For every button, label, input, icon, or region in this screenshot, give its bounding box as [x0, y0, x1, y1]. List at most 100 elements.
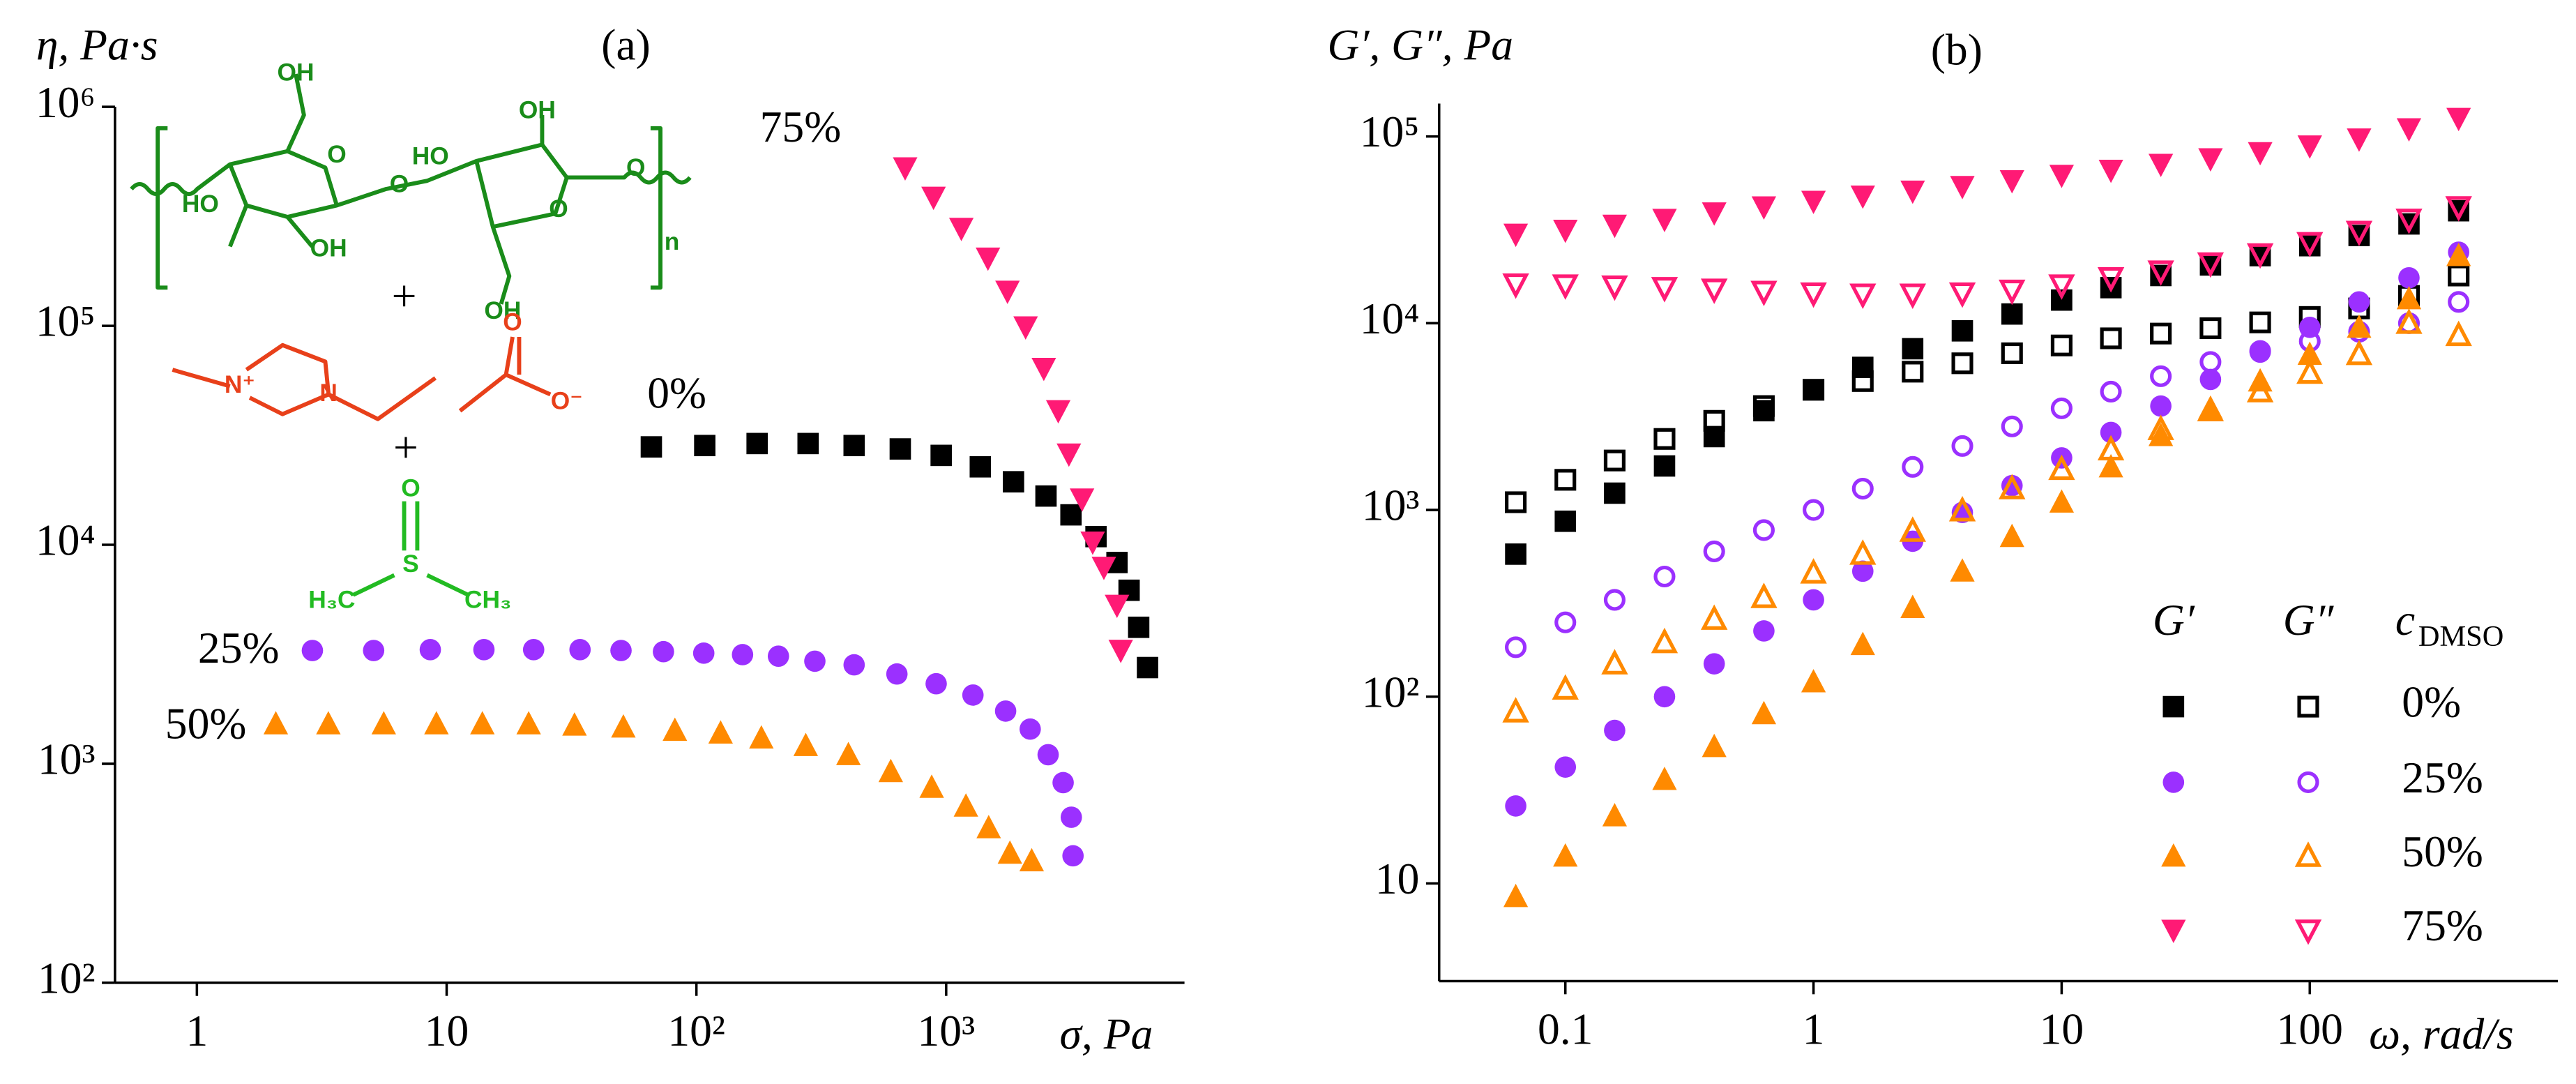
- marker: [1035, 485, 1057, 507]
- series-label: 0%: [647, 368, 706, 418]
- marker: [363, 640, 385, 661]
- marker: [1019, 848, 1045, 872]
- marker: [2445, 196, 2472, 222]
- legend-label: 50%: [2402, 827, 2483, 876]
- marker: [2199, 368, 2222, 391]
- marker: [1950, 558, 1975, 582]
- marker: [2445, 320, 2472, 347]
- marker: [1554, 510, 1577, 532]
- legend-label: 0%: [2402, 677, 2461, 727]
- marker: [962, 684, 984, 706]
- marker: [1045, 400, 1071, 424]
- marker: [1902, 361, 1924, 383]
- marker: [1849, 283, 1877, 309]
- marker: [2395, 308, 2423, 334]
- marker: [1800, 282, 1827, 308]
- marker: [969, 456, 992, 478]
- marker: [653, 640, 674, 663]
- marker: [610, 640, 632, 661]
- marker: [1902, 338, 1924, 360]
- marker: [1899, 516, 1926, 542]
- marker: [419, 639, 441, 661]
- marker: [953, 793, 978, 817]
- marker: [1651, 277, 1679, 303]
- structure-label: +: [392, 271, 417, 321]
- marker: [1108, 640, 1133, 663]
- x-tick-label: 0.1: [1538, 1004, 1593, 1053]
- series-label: 75%: [760, 102, 842, 151]
- marker: [1552, 674, 1579, 700]
- marker: [1052, 771, 1074, 794]
- marker: [2296, 358, 2324, 384]
- series-label: 50%: [165, 698, 247, 748]
- structure-label: +: [393, 422, 418, 472]
- marker: [1503, 223, 1529, 248]
- marker: [889, 438, 911, 460]
- marker: [569, 639, 591, 661]
- marker: [1948, 282, 1976, 308]
- x-axis-label: σ, Pa: [1060, 1009, 1153, 1059]
- marker: [1801, 669, 1826, 693]
- marker: [1753, 400, 1775, 422]
- marker: [1062, 845, 1084, 867]
- marker: [1601, 275, 1628, 301]
- marker: [976, 247, 1001, 271]
- marker: [2050, 334, 2073, 356]
- structure-label: N⁺: [225, 371, 255, 398]
- marker: [930, 444, 952, 467]
- marker: [2348, 291, 2370, 313]
- marker: [2297, 135, 2322, 159]
- legend-marker: [2161, 843, 2186, 867]
- structure-label: O: [503, 308, 522, 336]
- marker: [1653, 428, 1676, 450]
- marker: [1950, 176, 1975, 200]
- marker: [2249, 311, 2271, 333]
- marker: [2048, 454, 2075, 481]
- marker: [371, 711, 396, 735]
- marker: [2199, 317, 2222, 340]
- marker: [1604, 482, 1626, 504]
- marker: [746, 432, 768, 455]
- marker: [1651, 627, 1679, 654]
- marker: [301, 640, 324, 661]
- x-tick-label: 10³: [917, 1006, 975, 1055]
- marker: [2149, 153, 2174, 177]
- marker: [2246, 243, 2274, 269]
- series-label: 25%: [198, 623, 280, 672]
- marker: [473, 639, 495, 661]
- marker: [1603, 449, 1626, 472]
- marker: [1999, 523, 2024, 548]
- marker: [1070, 488, 1095, 512]
- marker: [1080, 532, 1105, 555]
- marker: [1999, 474, 2026, 499]
- marker: [2001, 342, 2023, 365]
- marker: [522, 639, 545, 661]
- marker: [2197, 252, 2225, 278]
- marker: [1951, 319, 1973, 342]
- marker: [611, 714, 636, 738]
- marker: [1013, 316, 1038, 340]
- marker: [1900, 180, 1925, 204]
- marker: [1701, 278, 1728, 304]
- marker: [1703, 540, 1725, 562]
- marker: [1752, 519, 1775, 541]
- marker: [1851, 477, 1874, 500]
- marker: [2049, 165, 2075, 188]
- legend-label: 25%: [2402, 753, 2483, 802]
- marker: [1753, 620, 1775, 642]
- structure-label: O: [390, 171, 409, 198]
- marker: [1652, 209, 1677, 232]
- marker: [976, 815, 1001, 838]
- marker: [1603, 589, 1626, 611]
- y-axis-label: η, Pa·s: [36, 20, 158, 69]
- structure-label: O⁻: [551, 388, 583, 415]
- structure-label: OH: [519, 97, 556, 124]
- marker: [1105, 594, 1130, 619]
- marker: [1803, 499, 1825, 521]
- marker: [1128, 616, 1150, 638]
- marker: [1604, 719, 1626, 742]
- marker: [2100, 327, 2122, 349]
- marker: [1553, 843, 1578, 867]
- marker: [2150, 322, 2172, 345]
